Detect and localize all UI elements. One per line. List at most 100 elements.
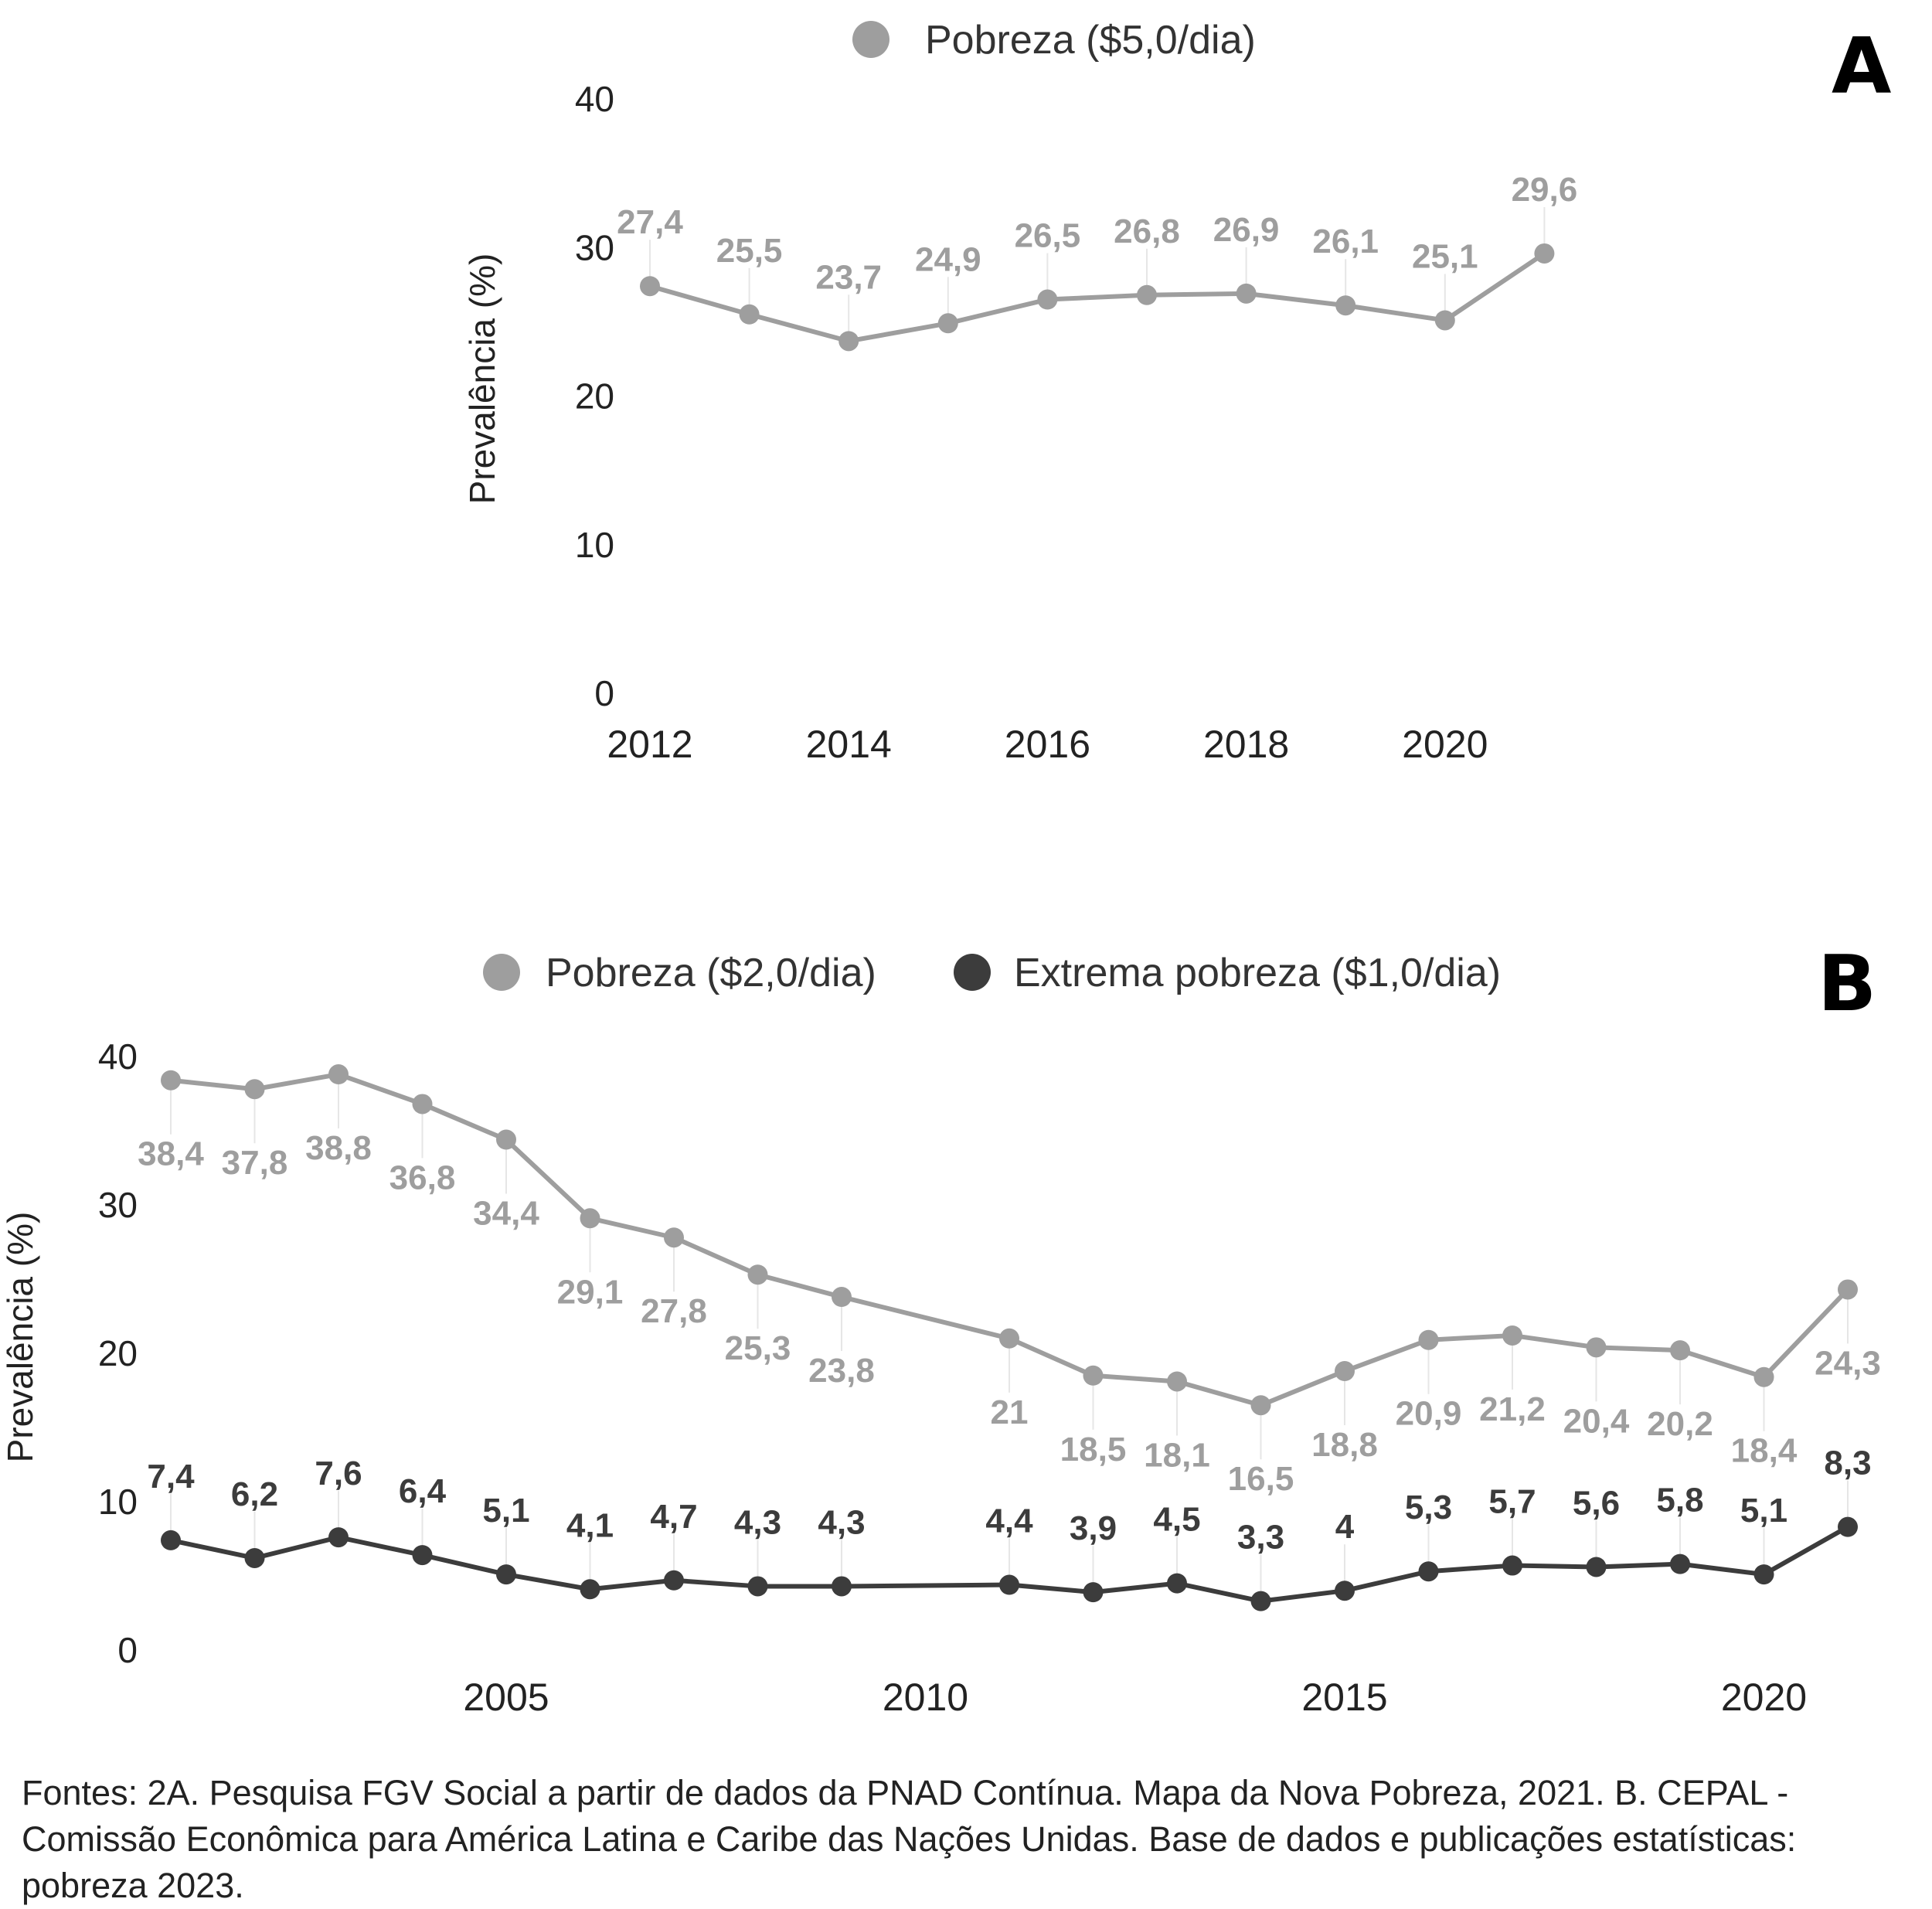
panel-b-ytick-label: 10 (98, 1482, 138, 1522)
panel-b-data-point (580, 1208, 600, 1229)
panel-a-data-label: 26,9 (1213, 211, 1280, 249)
panel-b-data-label: 6,2 (231, 1475, 278, 1513)
panel-b-ytick-label: 30 (98, 1185, 138, 1225)
panel-b-data-label: 18,1 (1144, 1436, 1210, 1474)
panel-b-data-point (1753, 1564, 1774, 1585)
panel-b-y-axis-label: Prevalência (%) (0, 1212, 40, 1463)
panel-b-data-point (832, 1287, 852, 1308)
panel-b-data-label: 3,3 (1237, 1519, 1284, 1557)
panel-b-data-point (412, 1094, 433, 1114)
panel-a-xtick-label: 2014 (806, 723, 892, 766)
panel-b-data-label: 4,4 (985, 1502, 1033, 1540)
panel-b-legend-marker (954, 954, 991, 991)
panel-b-data-label: 16,5 (1228, 1460, 1294, 1498)
panel-b-data-label: 4,1 (566, 1506, 614, 1544)
panel-b-data-point (1670, 1340, 1690, 1361)
panel-b-ytick-label: 20 (98, 1333, 138, 1373)
panel-b-data-label: 24,3 (1815, 1344, 1881, 1382)
panel-b-data-point (1838, 1516, 1858, 1537)
panel-b-data-point (580, 1579, 600, 1600)
panel-a-data-label: 26,1 (1312, 223, 1379, 260)
panel-b-legend-label: Extrema pobreza ($1,0/dia) (1014, 951, 1501, 995)
panel-a-data-label: 26,8 (1114, 213, 1180, 250)
panel-b-data-label: 7,4 (147, 1458, 195, 1496)
panel-a-data-label: 29,6 (1512, 171, 1578, 209)
panel-b-data-label: 8,3 (1824, 1445, 1871, 1482)
panel-b-ytick-label: 0 (117, 1630, 138, 1670)
panel-b-data-label: 18,4 (1731, 1432, 1798, 1470)
panel-b-data-label: 6,4 (399, 1472, 447, 1510)
panel-a-data-point (1037, 289, 1058, 310)
panel-b-data-label: 27,8 (641, 1292, 707, 1330)
panel-b-data-point (328, 1064, 349, 1085)
panel-a-data-label: 26,5 (1015, 217, 1081, 255)
panel-b-data-label: 7,6 (315, 1455, 362, 1492)
panel-a-xtick-label: 2016 (1005, 723, 1090, 766)
panel-b-data-label: 21,2 (1479, 1390, 1546, 1428)
panel-b-data-label: 4,3 (818, 1503, 865, 1541)
panel-b-data-label: 29,1 (557, 1273, 624, 1311)
panel-b-data-point (1083, 1582, 1104, 1603)
panel-b-series-line (170, 1072, 1850, 1408)
panel-b-data-label: 21 (991, 1393, 1029, 1431)
panel-b-data-label: 36,8 (389, 1159, 456, 1196)
panel-b-data-point (412, 1545, 433, 1566)
panel-a-data-label: 25,1 (1412, 237, 1478, 275)
panel-a-data-point (937, 313, 958, 334)
panel-b-data-label: 5,7 (1488, 1483, 1536, 1521)
panel-b-data-point (1250, 1591, 1271, 1611)
panel-a-ytick-label: 0 (594, 673, 614, 713)
panel-b-data-label: 4,5 (1153, 1501, 1200, 1539)
panel-b-data-label: 20,9 (1396, 1395, 1462, 1433)
panel-b-data-label: 25,3 (725, 1329, 791, 1367)
panel-b-data-point (1586, 1337, 1607, 1358)
panel-a-data-point (1534, 243, 1555, 264)
panel-b-data-point (1753, 1366, 1774, 1387)
panel-b-data-label: 5,1 (1740, 1492, 1787, 1530)
panel-b-data-point (244, 1079, 265, 1100)
panel-b-data-point (1418, 1329, 1439, 1350)
panel-b-data-label: 38,4 (138, 1135, 204, 1173)
panel-a-data-point (1335, 295, 1356, 316)
panel-b-data-point (496, 1564, 516, 1585)
panel-b-data-point (664, 1570, 684, 1591)
panel-a-data-label: 27,4 (617, 203, 683, 241)
panel-b-data-point (747, 1576, 768, 1597)
panel-b-data-label: 37,8 (222, 1144, 288, 1182)
panel-b-data-point (1502, 1555, 1522, 1576)
panel-b-data-label: 5,3 (1405, 1489, 1452, 1526)
panel-b-xtick-label: 2020 (1721, 1676, 1807, 1719)
panel-b-data-point (161, 1530, 181, 1550)
panel-a-data-label: 24,9 (915, 240, 981, 278)
panel-b-data-label: 23,8 (808, 1352, 875, 1390)
panel-b-letter: B (1818, 938, 1876, 1029)
panel-a-xtick-label: 2012 (607, 723, 692, 766)
panel-b-data-point (244, 1547, 265, 1568)
panel-b-data-label: 4,3 (734, 1503, 781, 1541)
panel-a-xtick-label: 2018 (1203, 723, 1289, 766)
panel-a-ytick-label: 10 (575, 525, 614, 565)
panel-b-data-label: 5,8 (1656, 1482, 1703, 1519)
panel-b-data-label: 20,4 (1563, 1402, 1630, 1440)
panel-b-data-point (1250, 1395, 1271, 1416)
panel-b-data-point (1502, 1325, 1522, 1346)
panel-b-xtick-label: 2015 (1301, 1676, 1387, 1719)
panel-a-data-point (1434, 310, 1455, 331)
panel-a-data-point (838, 331, 859, 352)
panel-a-legend-marker (852, 21, 889, 58)
panel-a-letter: A (1832, 21, 1891, 111)
panel-b-data-label: 38,8 (305, 1129, 372, 1167)
panel-b-data-point (1335, 1581, 1355, 1601)
panel-b-data-point (1670, 1553, 1690, 1574)
panel-a-legend-label: Pobreza ($5,0/dia) (925, 18, 1256, 63)
panel-b-data-label: 5,6 (1573, 1484, 1620, 1522)
panel-a-data-point (1236, 283, 1257, 304)
panel-a-series-line (649, 251, 1546, 344)
panel-b-legend-label: Pobreza ($2,0/dia) (546, 951, 876, 995)
panel-a-data-point (640, 276, 660, 297)
panel-b-data-point (1167, 1371, 1187, 1392)
panel-b-data-label: 4 (1335, 1508, 1355, 1546)
panel-b-xtick-label: 2010 (883, 1676, 968, 1719)
panel-b-data-point (664, 1227, 684, 1248)
